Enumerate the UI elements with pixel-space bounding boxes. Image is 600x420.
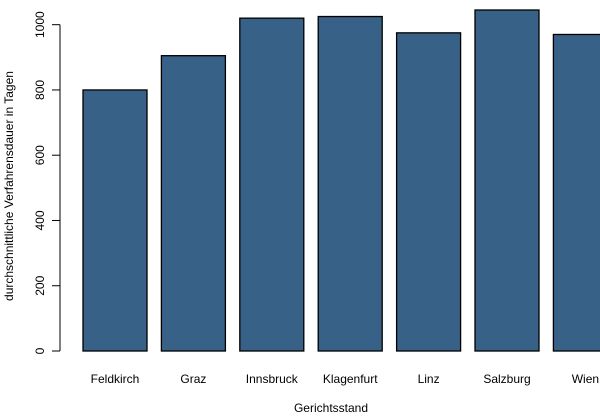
bar-salzburg	[474, 9, 540, 352]
x-tick-label-innsbruck: Innsbruck	[246, 372, 299, 386]
x-tick-label-salzburg: Salzburg	[483, 372, 530, 386]
y-tick-label: 0	[33, 347, 47, 354]
bar-klagenfurt	[317, 15, 383, 352]
y-axis: 0 200 400 600 800 1000	[33, 11, 61, 354]
x-tick-label-wien: Wien	[572, 372, 599, 386]
bar-linz	[395, 32, 462, 352]
bar-innsbruck	[239, 17, 305, 352]
bars	[82, 9, 600, 352]
x-axis-labels: Feldkirch Graz Innsbruck Klagenfurt Linz Salz…	[91, 372, 599, 386]
y-tick-label: 200	[33, 275, 47, 295]
y-axis-title: durchschnittliche Verfahrensdauer in Tag…	[2, 71, 16, 301]
y-tick-label: 800	[33, 80, 47, 100]
y-tick-label: 1000	[33, 11, 47, 38]
y-tick-label: 400	[33, 210, 47, 230]
x-axis-title: Gerichtsstand	[294, 401, 368, 415]
bar-graz	[160, 55, 227, 352]
bar-wien	[552, 33, 600, 352]
x-tick-label-graz: Graz	[180, 372, 206, 386]
x-tick-label-klagenfurt: Klagenfurt	[323, 372, 378, 386]
x-tick-label-linz: Linz	[418, 372, 440, 386]
bar-feldkirch	[82, 89, 148, 352]
x-tick-label-feldkirch: Feldkirch	[91, 372, 140, 386]
y-tick-label: 600	[33, 145, 47, 165]
